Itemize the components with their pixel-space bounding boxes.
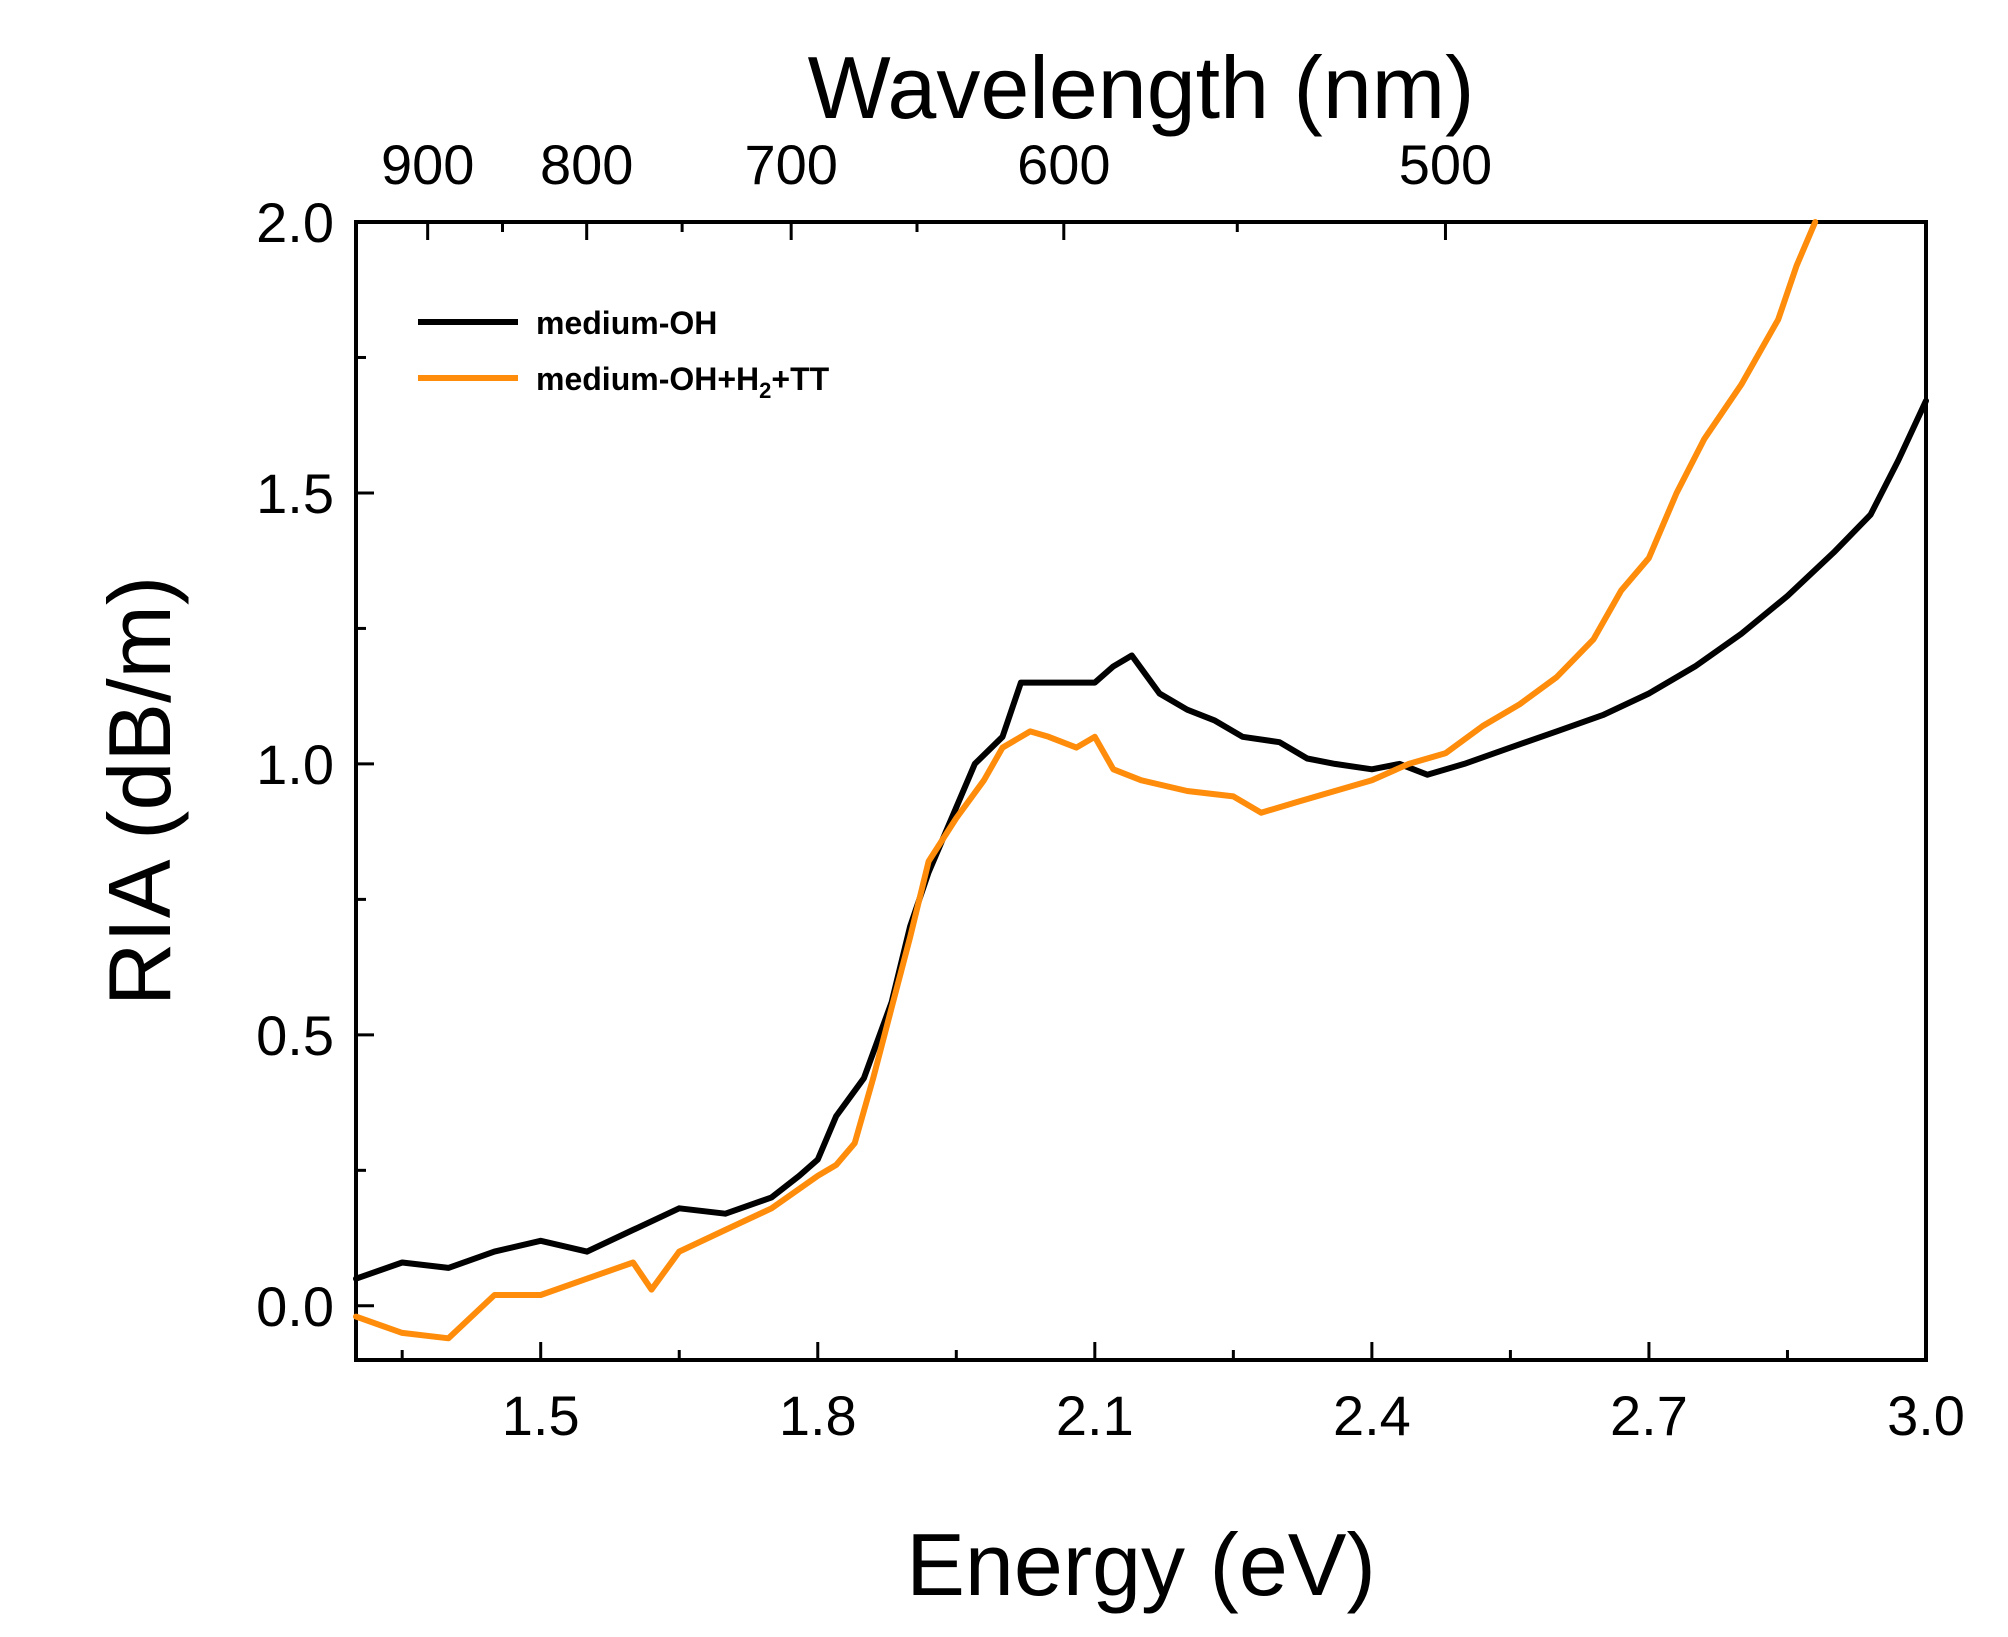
x-tick-label: 2.1 [1056, 1384, 1134, 1447]
top-axis-ticks: 900 800 700 600 500 [381, 133, 1492, 240]
y-axis-ticks: 0.0 0.5 1.0 1.5 2.0 [256, 191, 374, 1338]
y-tick-label: 0.5 [256, 1004, 334, 1067]
x-tick-label: 2.4 [1333, 1384, 1411, 1447]
x-tick-label: 1.8 [779, 1384, 857, 1447]
top-tick-label: 800 [540, 133, 633, 196]
y-tick-label: 1.5 [256, 462, 334, 525]
series-line-medium-oh-h2-tt [353, 219, 1819, 1342]
legend-label-medium-oh-h2-tt: medium-OH+H2+TT [536, 361, 830, 403]
legend-label-medium-oh: medium-OH [536, 305, 717, 341]
x-axis-title: Energy (eV) [906, 1515, 1376, 1614]
series-group [353, 219, 1929, 1342]
x-tick-label: 2.7 [1610, 1384, 1688, 1447]
y-axis-title: RIA (dB/m) [90, 576, 189, 1006]
x-tick-label: 3.0 [1887, 1384, 1965, 1447]
y-tick-label: 1.0 [256, 733, 334, 796]
top-axis-title: Wavelength (nm) [808, 38, 1475, 137]
y-tick-label: 2.0 [256, 191, 334, 254]
x-tick-label: 1.5 [502, 1384, 580, 1447]
y-tick-label: 0.0 [256, 1275, 334, 1338]
x-axis-ticks: 1.5 1.8 2.1 2.4 2.7 3.0 [400, 1342, 1965, 1447]
plot-frame [354, 220, 1928, 1362]
top-tick-label: 600 [1017, 133, 1110, 196]
series-line-medium-oh [353, 397, 1929, 1282]
legend: medium-OH medium-OH+H2+TT [418, 305, 830, 403]
top-tick-label: 700 [744, 133, 837, 196]
top-tick-label: 500 [1399, 133, 1492, 196]
top-tick-label: 900 [381, 133, 474, 196]
